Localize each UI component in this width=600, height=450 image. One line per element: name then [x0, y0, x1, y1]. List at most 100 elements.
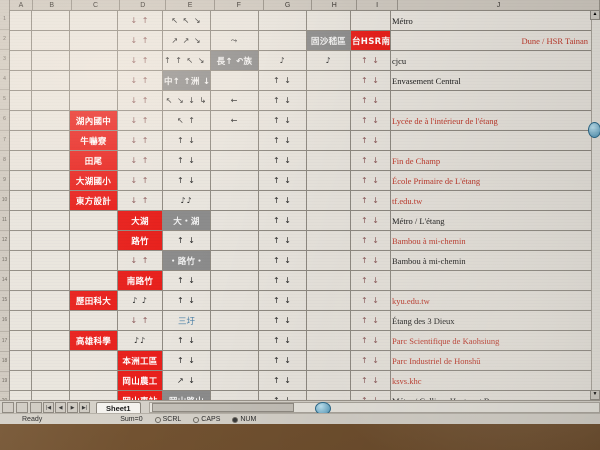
- cell-D5[interactable]: ↓ ↑: [117, 90, 163, 111]
- cell-G10[interactable]: ↑ ↓: [258, 190, 307, 211]
- cell-B2[interactable]: [31, 30, 70, 51]
- cell-I18[interactable]: ↑ ↓: [350, 350, 391, 371]
- row-header-6[interactable]: 6: [0, 110, 9, 131]
- cell-J16[interactable]: Étang des 3 Dieux: [390, 310, 593, 331]
- column-header-c[interactable]: C: [72, 0, 121, 10]
- cell-E14[interactable]: ↑ ↓: [162, 270, 211, 291]
- cell-E15[interactable]: ↑ ↓: [162, 290, 211, 311]
- row-header-12[interactable]: 12: [0, 231, 9, 252]
- cell-J10[interactable]: tf.edu.tw: [390, 190, 593, 211]
- cell-G16[interactable]: ↑ ↓: [258, 310, 307, 331]
- first-sheet-button[interactable]: |◀: [43, 402, 54, 413]
- cell-B11[interactable]: [31, 210, 70, 231]
- column-header-a[interactable]: A: [10, 0, 33, 10]
- cell-H6[interactable]: [306, 110, 351, 131]
- cell-D12[interactable]: 路竹: [117, 230, 163, 251]
- cell-E10[interactable]: ♪♪: [162, 190, 211, 211]
- cell-I9[interactable]: ↑ ↓: [350, 170, 391, 191]
- cell-A19[interactable]: [9, 370, 32, 391]
- cell-I10[interactable]: ↑ ↓: [350, 190, 391, 211]
- cell-B1[interactable]: [31, 10, 70, 31]
- cell-A7[interactable]: [9, 130, 32, 151]
- cell-C12[interactable]: [69, 230, 118, 251]
- row-header-11[interactable]: 11: [0, 211, 9, 232]
- cell-D4[interactable]: ↓ ↑: [117, 70, 163, 91]
- column-header-e[interactable]: E: [166, 0, 215, 10]
- cell-J3[interactable]: cjcu: [390, 50, 593, 71]
- cell-B14[interactable]: [31, 270, 70, 291]
- cell-E9[interactable]: ↑ ↓: [162, 170, 211, 191]
- cell-H9[interactable]: [306, 170, 351, 191]
- cell-J11[interactable]: Métro / L'étang: [390, 210, 593, 231]
- last-sheet-button[interactable]: ▶|: [79, 402, 90, 413]
- cell-G2[interactable]: [258, 30, 307, 51]
- cell-J13[interactable]: Bambou à mi-chemin: [390, 250, 593, 271]
- cell-J12[interactable]: Bambou à mi-chemin: [390, 230, 593, 251]
- cell-E17[interactable]: ↑ ↓: [162, 330, 211, 351]
- row-header-2[interactable]: 2: [0, 30, 9, 51]
- cell-I5[interactable]: ↑ ↓: [350, 90, 391, 111]
- scroll-down-button[interactable]: ▼: [590, 390, 600, 400]
- cell-E1[interactable]: ↖ ↖ ↘: [162, 10, 211, 31]
- cell-F9[interactable]: [210, 170, 259, 191]
- row-header-16[interactable]: 16: [0, 311, 9, 332]
- cell-B9[interactable]: [31, 170, 70, 191]
- column-header-f[interactable]: F: [215, 0, 264, 10]
- row-header-3[interactable]: 3: [0, 50, 9, 71]
- cell-J7[interactable]: [390, 130, 593, 151]
- cell-C19[interactable]: [69, 370, 118, 391]
- cell-F19[interactable]: [210, 370, 259, 391]
- cell-H8[interactable]: [306, 150, 351, 171]
- cell-H7[interactable]: [306, 130, 351, 151]
- cell-F2[interactable]: ⤳: [210, 30, 259, 51]
- cell-D7[interactable]: ↓ ↑: [117, 130, 163, 151]
- cell-A3[interactable]: [9, 50, 32, 71]
- cell-H12[interactable]: [306, 230, 351, 251]
- cell-D11[interactable]: 大湖: [117, 210, 163, 231]
- sheet-tab-bar[interactable]: |◀ ◀ ▶ ▶| Sheet1: [0, 400, 600, 415]
- cell-J14[interactable]: [390, 270, 593, 291]
- cell-J4[interactable]: Envasement Central: [390, 70, 593, 91]
- cell-C6[interactable]: 湖內國中: [69, 110, 118, 131]
- cell-B19[interactable]: [31, 370, 70, 391]
- cell-G6[interactable]: ↑ ↓: [258, 110, 307, 131]
- cell-H14[interactable]: [306, 270, 351, 291]
- column-header-h[interactable]: H: [312, 0, 358, 10]
- cell-E4[interactable]: 中↑ ↑洲 ↓站↓: [162, 70, 211, 91]
- cell-J8[interactable]: Fin de Champ: [390, 150, 593, 171]
- cell-I17[interactable]: ↑ ↓: [350, 330, 391, 351]
- row-header-10[interactable]: 10: [0, 191, 9, 211]
- cell-J2[interactable]: Dune / HSR Tainan: [390, 30, 593, 51]
- cell-D10[interactable]: ↓ ↑: [117, 190, 163, 211]
- cell-A9[interactable]: [9, 170, 32, 191]
- horizontal-scrollbar[interactable]: [148, 402, 600, 415]
- cell-D9[interactable]: ↓ ↑: [117, 170, 163, 191]
- cell-D13[interactable]: ↓ ↑: [117, 250, 163, 271]
- cell-A17[interactable]: [9, 330, 32, 351]
- cell-G14[interactable]: ↑ ↓: [258, 270, 307, 291]
- cell-I14[interactable]: ↑ ↓: [350, 270, 391, 291]
- cell-G5[interactable]: ↑ ↓: [258, 90, 307, 111]
- worksheet-grid[interactable]: ↓ ↑ ↖ ↖ ↘ Métro ↓ ↑ ↗ ↗ ↘ ⤳ 固沙嵇區 台HSR南 Dune / HS…: [9, 10, 593, 424]
- cell-A5[interactable]: [9, 90, 32, 111]
- cell-C13[interactable]: [69, 250, 118, 271]
- cell-G3[interactable]: ♪: [258, 50, 307, 71]
- cell-C7[interactable]: 牛嚇寮: [69, 130, 118, 151]
- cell-J17[interactable]: Parc Scientifique de Kaohsiung: [390, 330, 593, 351]
- row-header-5[interactable]: 5: [0, 90, 9, 111]
- cell-C14[interactable]: [69, 270, 118, 291]
- column-header-d[interactable]: D: [120, 0, 167, 10]
- sheet-tab-sheet1[interactable]: Sheet1: [96, 401, 141, 414]
- cell-H15[interactable]: [306, 290, 351, 311]
- cell-G8[interactable]: ↑ ↓: [258, 150, 307, 171]
- row-header-7[interactable]: 7: [0, 131, 9, 151]
- cell-A11[interactable]: [9, 210, 32, 231]
- cell-B15[interactable]: [31, 290, 70, 311]
- cell-B4[interactable]: [31, 70, 70, 91]
- sheet-view-buttons[interactable]: [2, 402, 42, 413]
- row-header-14[interactable]: 14: [0, 271, 9, 292]
- row-header-15[interactable]: 15: [0, 291, 9, 312]
- cell-B12[interactable]: [31, 230, 70, 251]
- cell-G19[interactable]: ↑ ↓: [258, 370, 307, 391]
- cell-H1[interactable]: [306, 10, 351, 31]
